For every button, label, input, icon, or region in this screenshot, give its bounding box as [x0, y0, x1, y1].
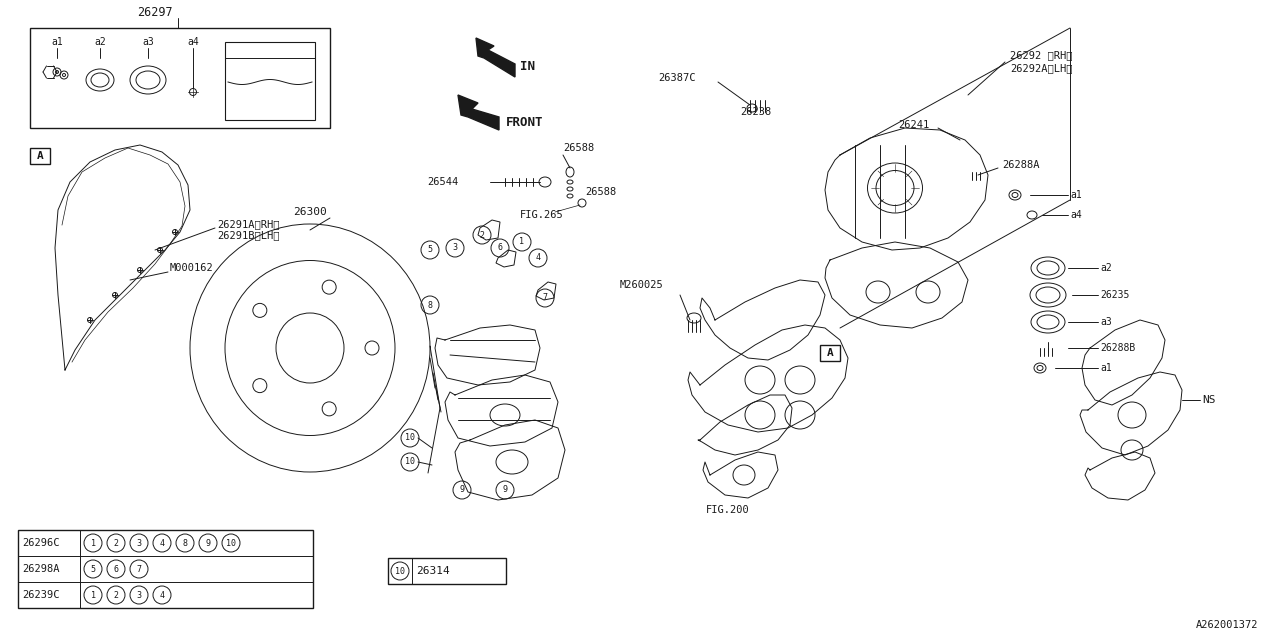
- Text: 26314: 26314: [416, 566, 449, 576]
- Text: M260025: M260025: [620, 280, 664, 290]
- Text: 4: 4: [535, 253, 540, 262]
- Text: 6: 6: [498, 243, 503, 253]
- Text: a3: a3: [1100, 317, 1112, 327]
- Text: 26297: 26297: [137, 6, 173, 19]
- Text: IN: IN: [520, 61, 535, 74]
- Text: 8: 8: [428, 301, 433, 310]
- Text: A: A: [37, 151, 44, 161]
- Text: 5: 5: [428, 246, 433, 255]
- Text: 26239C: 26239C: [22, 590, 59, 600]
- Text: a2: a2: [1100, 263, 1112, 273]
- Text: a1: a1: [51, 37, 63, 47]
- Text: 2: 2: [114, 538, 119, 547]
- Text: 26298A: 26298A: [22, 564, 59, 574]
- Polygon shape: [476, 38, 515, 77]
- Text: 26292A〈LH〉: 26292A〈LH〉: [1010, 63, 1073, 73]
- Text: 9: 9: [503, 486, 507, 495]
- Text: A: A: [827, 348, 833, 358]
- Text: 8: 8: [183, 538, 187, 547]
- Text: 5: 5: [91, 564, 96, 573]
- Text: 26387C: 26387C: [658, 73, 695, 83]
- Bar: [820, 345, 840, 361]
- Text: A262001372: A262001372: [1196, 620, 1258, 630]
- Text: M000162: M000162: [170, 263, 214, 273]
- Text: 26292 〈RH〉: 26292 〈RH〉: [1010, 50, 1073, 60]
- Text: 26544: 26544: [428, 177, 458, 187]
- Text: 9: 9: [460, 486, 465, 495]
- Text: a1: a1: [1100, 363, 1112, 373]
- Text: a2: a2: [95, 37, 106, 47]
- Text: 26238: 26238: [740, 107, 772, 117]
- Text: 26300: 26300: [293, 207, 326, 217]
- Text: FRONT: FRONT: [506, 116, 544, 129]
- Text: FIG.200: FIG.200: [707, 505, 750, 515]
- Text: 2: 2: [114, 591, 119, 600]
- Text: 26588: 26588: [585, 187, 616, 197]
- Text: 3: 3: [453, 243, 457, 253]
- Text: 4: 4: [160, 591, 165, 600]
- Text: 6: 6: [114, 564, 119, 573]
- Text: 4: 4: [160, 538, 165, 547]
- Text: FIG.265: FIG.265: [520, 210, 563, 220]
- Text: 3: 3: [137, 538, 142, 547]
- Bar: [29, 28, 330, 128]
- Text: 10: 10: [404, 458, 415, 467]
- Text: a1: a1: [1070, 190, 1082, 200]
- Text: 10: 10: [227, 538, 236, 547]
- Text: 26588: 26588: [563, 143, 594, 153]
- Text: 26288A: 26288A: [1002, 160, 1039, 170]
- Text: 26291B〈LH〉: 26291B〈LH〉: [218, 230, 279, 240]
- Text: 9: 9: [206, 538, 210, 547]
- Text: 2: 2: [480, 230, 485, 239]
- Text: NS: NS: [1202, 395, 1216, 405]
- Text: a3: a3: [142, 37, 154, 47]
- Text: 26235: 26235: [1100, 290, 1129, 300]
- Text: a4: a4: [187, 37, 198, 47]
- Bar: [388, 558, 506, 584]
- Text: 26291A〈RH〉: 26291A〈RH〉: [218, 219, 279, 229]
- Bar: [29, 148, 50, 164]
- Text: 1: 1: [91, 591, 96, 600]
- Text: 26296C: 26296C: [22, 538, 59, 548]
- Text: a4: a4: [1070, 210, 1082, 220]
- Text: 26241: 26241: [899, 120, 929, 130]
- Text: 1: 1: [520, 237, 525, 246]
- Bar: [18, 530, 314, 608]
- Text: 10: 10: [396, 566, 404, 575]
- Text: 7: 7: [137, 564, 142, 573]
- Text: 1: 1: [91, 538, 96, 547]
- Text: 7: 7: [543, 294, 548, 303]
- Text: 26288B: 26288B: [1100, 343, 1135, 353]
- Bar: [225, 42, 315, 120]
- Polygon shape: [458, 95, 499, 130]
- Text: 3: 3: [137, 591, 142, 600]
- Text: 10: 10: [404, 433, 415, 442]
